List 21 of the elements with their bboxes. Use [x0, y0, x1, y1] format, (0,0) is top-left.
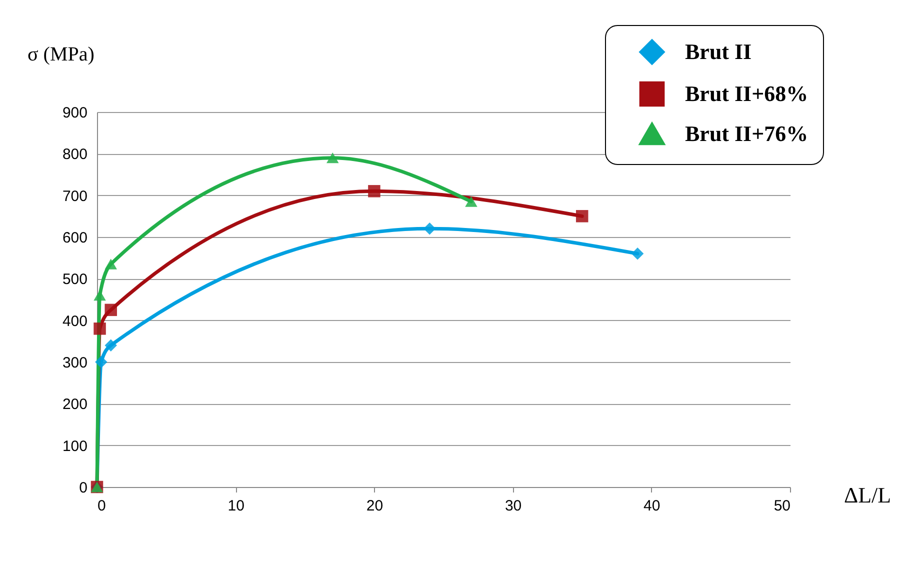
y-tick-label: 800	[62, 146, 88, 164]
y-tick-label: 0	[79, 480, 88, 496]
x-tick-label: 40	[644, 498, 660, 514]
y-tick-label: 300	[62, 354, 88, 372]
y-tick-label: 200	[62, 396, 88, 414]
y-tick-label: 600	[62, 230, 88, 246]
x-tick-label: 20	[366, 498, 384, 514]
y-tick-label: 400	[62, 312, 88, 330]
x-tick-label: 50	[774, 498, 790, 514]
y-tick-label: 700	[62, 188, 88, 205]
legend-label: Brut II	[685, 39, 752, 64]
y-axis-title: σ (MPa)	[28, 44, 94, 66]
legend-label: Brut II+76%	[685, 121, 808, 146]
x-axis-title: ΔL/L	[844, 482, 892, 508]
y-tick-label: 900	[62, 104, 88, 122]
legend-label: Brut II+68%	[685, 81, 808, 106]
x-tick-label: 0	[98, 498, 106, 514]
y-tick-label: 500	[62, 271, 88, 288]
x-tick-label: 10	[228, 498, 244, 514]
x-tick-label: 30	[504, 498, 522, 514]
y-tick-label: 100	[62, 438, 88, 455]
